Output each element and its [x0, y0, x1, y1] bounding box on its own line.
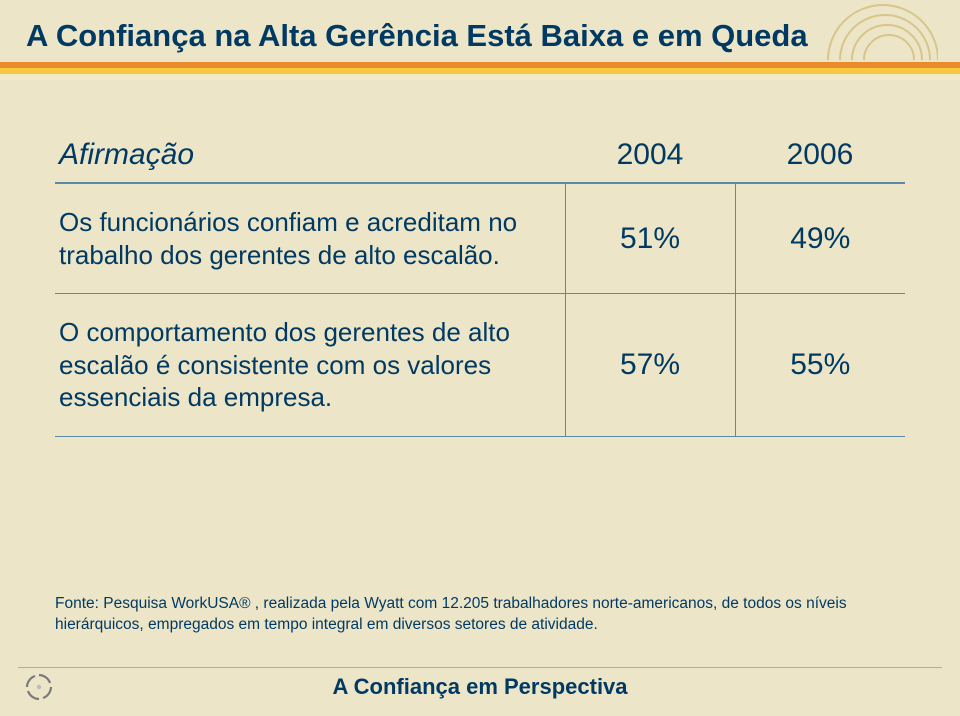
cell-statement: Os funcionários confiam e acreditam no t…: [55, 183, 565, 294]
arches-decoration-icon: [818, 0, 938, 60]
col-header-statement: Afirmação: [55, 132, 565, 183]
header-bar-cream: [0, 74, 960, 80]
page-title: A Confiança na Alta Gerência Está Baixa …: [26, 18, 808, 54]
footer-title: A Confiança em Perspectiva: [0, 674, 960, 700]
table-header-row: Afirmação 2004 2006: [55, 132, 905, 183]
main-content: Afirmação 2004 2006 Os funcionários conf…: [55, 132, 905, 437]
col-header-year2: 2006: [735, 132, 905, 183]
footer-rule: [18, 667, 942, 668]
data-table: Afirmação 2004 2006 Os funcionários conf…: [55, 132, 905, 437]
cell-year1: 51%: [565, 183, 735, 294]
cell-year2: 55%: [735, 294, 905, 437]
col-header-year1: 2004: [565, 132, 735, 183]
table-row: Os funcionários confiam e acreditam no t…: [55, 183, 905, 294]
source-footnote: Fonte: Pesquisa WorkUSA® , realizada pel…: [55, 594, 895, 636]
table-row: O comportamento dos gerentes de alto esc…: [55, 294, 905, 437]
cell-year2: 49%: [735, 183, 905, 294]
slide-header: A Confiança na Alta Gerência Está Baixa …: [0, 0, 960, 110]
cell-year1: 57%: [565, 294, 735, 437]
cell-statement: O comportamento dos gerentes de alto esc…: [55, 294, 565, 437]
